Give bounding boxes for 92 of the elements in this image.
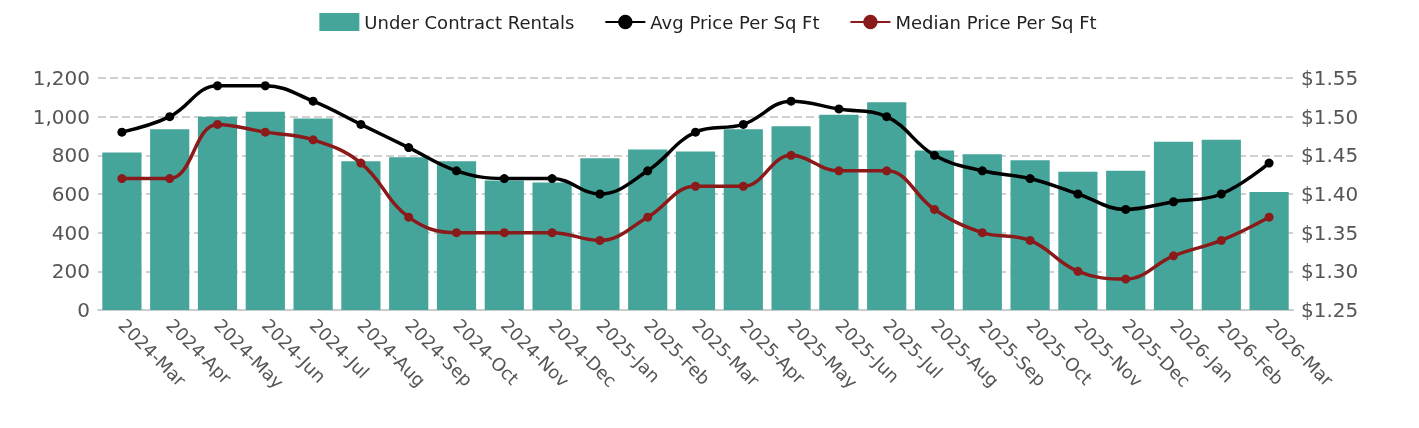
bar xyxy=(436,161,477,310)
point xyxy=(882,166,892,176)
point xyxy=(404,143,414,153)
bar xyxy=(293,118,333,310)
y-tick-label: 1,200 xyxy=(32,66,90,90)
legend-label: Under Contract Rentals xyxy=(364,11,575,33)
bar xyxy=(962,154,1002,310)
y2-tick-label: $1.50 xyxy=(1301,104,1359,129)
y2-tick-label: $1.40 xyxy=(1301,182,1359,206)
point xyxy=(1169,251,1178,261)
point xyxy=(260,127,270,137)
point xyxy=(165,112,175,122)
bar xyxy=(1153,141,1194,310)
bar xyxy=(484,180,524,310)
point xyxy=(738,119,748,129)
point xyxy=(547,174,557,184)
y-tick-label: 200 xyxy=(51,259,90,284)
bar xyxy=(102,152,142,310)
bar xyxy=(1010,160,1050,310)
y2-tick-label: $1.55 xyxy=(1301,66,1359,90)
bar xyxy=(341,161,381,310)
point xyxy=(930,204,939,214)
bar xyxy=(771,126,811,310)
bar xyxy=(1249,192,1289,310)
point xyxy=(356,119,366,129)
y-tick-label: 400 xyxy=(51,220,90,245)
y-tick-label: 800 xyxy=(51,143,90,168)
point xyxy=(308,135,318,145)
point xyxy=(643,212,653,222)
bar xyxy=(723,129,763,310)
bar xyxy=(1201,139,1241,310)
point xyxy=(165,174,175,184)
y-tick-label: 1,000 xyxy=(32,104,90,129)
legend-label: Median Price Per Sq Ft xyxy=(895,11,1097,33)
point xyxy=(1025,235,1035,245)
bar xyxy=(675,151,716,310)
y2-tick-label: $1.35 xyxy=(1301,220,1359,245)
bar xyxy=(197,116,238,310)
bar xyxy=(914,150,955,310)
point xyxy=(691,127,700,137)
point xyxy=(1073,266,1083,276)
point xyxy=(213,119,222,129)
point xyxy=(1025,174,1035,184)
point xyxy=(260,81,270,91)
point xyxy=(499,228,509,238)
point xyxy=(1121,204,1131,214)
point xyxy=(882,112,892,122)
y2-tick-label: $1.25 xyxy=(1301,298,1359,322)
y2-tick-label: $1.30 xyxy=(1301,259,1359,284)
y-tick-label: 600 xyxy=(51,182,90,206)
bar xyxy=(819,114,859,310)
point xyxy=(643,166,653,176)
y2-tick-label: $1.45 xyxy=(1301,143,1359,168)
point xyxy=(499,174,509,184)
point xyxy=(1216,189,1226,199)
bar xyxy=(1058,171,1098,310)
bar xyxy=(150,129,190,310)
point xyxy=(595,235,605,245)
point xyxy=(595,189,605,199)
point xyxy=(547,228,557,238)
bar xyxy=(245,111,285,310)
point xyxy=(738,181,748,191)
bar xyxy=(628,149,668,310)
bar xyxy=(867,102,907,310)
point xyxy=(356,158,366,168)
bar xyxy=(1106,170,1146,310)
point xyxy=(786,96,796,106)
point xyxy=(834,104,844,114)
point xyxy=(452,166,461,176)
point xyxy=(117,127,127,137)
point xyxy=(117,174,127,184)
point xyxy=(1073,189,1083,199)
point xyxy=(977,228,987,238)
bar xyxy=(580,158,620,310)
point xyxy=(691,181,700,191)
point xyxy=(1169,197,1178,207)
y-tick-label: 0 xyxy=(77,298,90,322)
point xyxy=(977,166,987,176)
point xyxy=(786,150,796,160)
point xyxy=(1264,212,1274,222)
point xyxy=(930,150,939,160)
point xyxy=(213,81,222,91)
point xyxy=(1216,235,1226,245)
point xyxy=(834,166,844,176)
point xyxy=(1121,274,1131,284)
point xyxy=(404,212,414,222)
bar xyxy=(532,182,572,310)
bar xyxy=(389,157,429,310)
point xyxy=(308,96,318,106)
point xyxy=(1264,158,1274,168)
legend-label: Avg Price Per Sq Ft xyxy=(650,11,820,33)
point xyxy=(452,228,461,238)
